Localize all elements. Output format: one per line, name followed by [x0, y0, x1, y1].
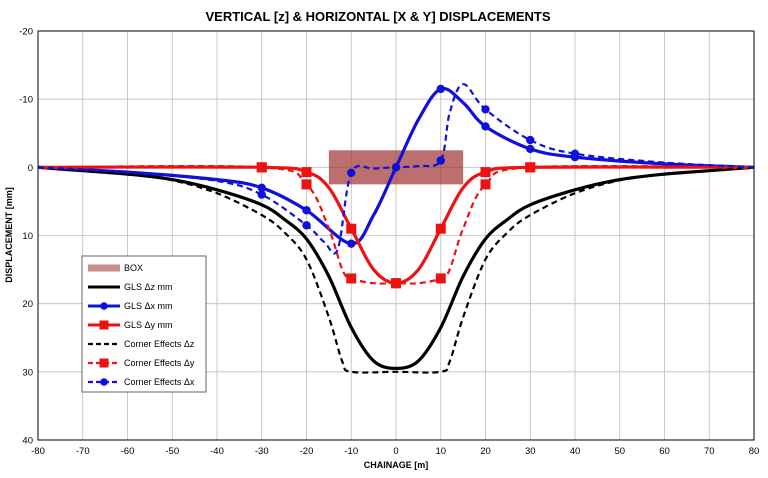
series-5-marker	[435, 273, 446, 284]
series-2-marker	[257, 183, 266, 192]
legend-marker	[99, 358, 109, 368]
x-tick-label: -70	[76, 446, 90, 457]
legend-label: GLS Δx mm	[124, 301, 173, 311]
y-tick-label: 30	[22, 367, 33, 378]
x-tick-label: 20	[480, 446, 491, 457]
series-3-marker	[346, 223, 357, 234]
series-2-line	[37, 86, 755, 246]
x-tick-label: 40	[570, 446, 581, 457]
x-axis-label: CHAINAGE [m]	[364, 460, 429, 470]
series-6-marker	[302, 221, 311, 230]
y-tick-label: 20	[22, 299, 33, 310]
y-axis-label: DISPLACEMENT [mm]	[4, 187, 14, 283]
x-tick-label: 0	[393, 446, 398, 457]
legend-label: Corner Effects Δz	[124, 339, 195, 349]
series-5-marker	[256, 162, 267, 173]
x-tick-label: 50	[614, 446, 625, 457]
series-5-marker	[301, 179, 312, 190]
series-2-marker	[481, 122, 490, 131]
x-tick-label: 10	[435, 446, 446, 457]
x-tick-label: 30	[525, 446, 536, 457]
series-6-marker	[570, 149, 580, 158]
x-tick-label: -40	[210, 446, 224, 457]
series-6-marker	[391, 163, 401, 172]
legend-marker	[99, 320, 109, 330]
x-tick-label: -20	[300, 446, 314, 457]
y-tick-label: 40	[22, 436, 33, 447]
series-4-line	[37, 166, 755, 374]
x-tick-label: -50	[165, 446, 179, 457]
legend-label: GLS Δz mm	[124, 282, 173, 292]
legend-label: Corner Effects Δy	[124, 358, 195, 368]
x-tick-label: -10	[344, 446, 358, 457]
x-tick-label: -30	[255, 446, 269, 457]
x-tick-label: -60	[121, 446, 135, 457]
series-2-marker	[347, 239, 356, 248]
series-5-marker	[391, 278, 401, 289]
x-tick-label: 80	[749, 446, 760, 457]
y-tick-label: 0	[28, 163, 33, 174]
y-tick-label: -10	[19, 95, 33, 106]
legend-marker	[100, 378, 108, 386]
y-tick-label: 10	[22, 231, 33, 242]
series-6-marker	[257, 190, 266, 199]
legend-label: GLS Δy mm	[124, 320, 173, 330]
series-layer	[37, 83, 755, 374]
tick-labels: -80 -70 -60 -50 -40 -30 -20 -10 0 10 20 30 40 50 60 70 8…	[19, 27, 759, 458]
legend-marker	[100, 302, 108, 310]
series-3-marker	[301, 167, 312, 178]
series-6-marker	[481, 105, 490, 114]
x-tick-label: 70	[704, 446, 715, 457]
series-5-marker	[525, 162, 536, 173]
series-5-marker	[480, 179, 491, 190]
series-2-marker	[436, 84, 445, 94]
legend-box-label: BOX	[124, 263, 143, 273]
x-tick-label: -80	[31, 446, 45, 457]
series-1-line	[37, 165, 755, 370]
series-3-marker	[435, 223, 446, 234]
series-5-marker	[346, 273, 357, 284]
y-tick-label: -20	[19, 27, 33, 38]
legend: BOX GLS Δz mm GLS Δx mm GLS Δy mm Corner Eff…	[81, 255, 207, 393]
series-6-marker	[436, 156, 445, 165]
series-3-marker	[480, 167, 491, 178]
series-6-marker	[526, 135, 535, 145]
series-2-marker	[526, 144, 535, 154]
x-tick-label: 60	[659, 446, 670, 457]
series-2-marker	[302, 206, 311, 215]
legend-label: Corner Effects Δx	[124, 377, 195, 387]
plot-frame	[37, 30, 755, 441]
chart-title: VERTICAL [z] & HORIZONTAL [X & Y] DISPLA…	[206, 9, 551, 24]
series-6-marker	[347, 168, 356, 177]
